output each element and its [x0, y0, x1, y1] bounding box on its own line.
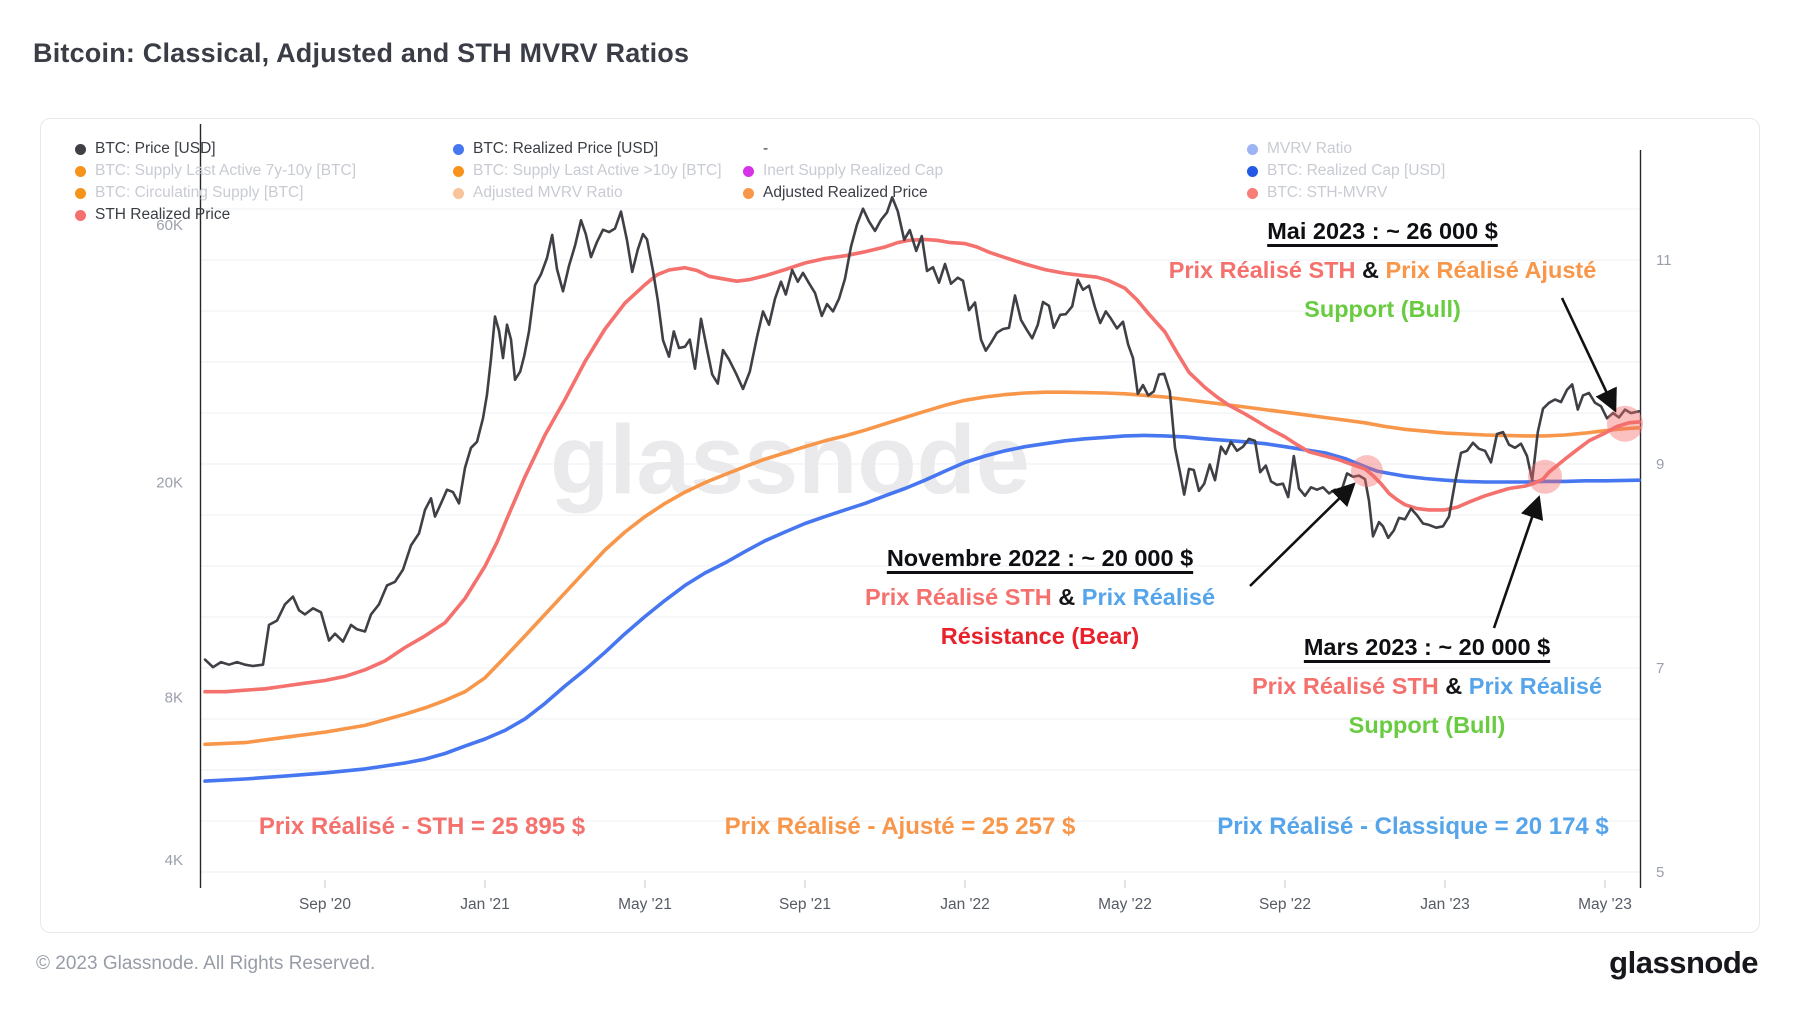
realized-price-classic-label: Prix Réalisé - Classique = 20 174 $	[1217, 813, 1609, 840]
annotation-arrow	[1560, 297, 1617, 413]
annotation-line: Prix Réalisé STH & Prix Réalisé Ajusté	[1168, 257, 1597, 283]
legend-item-btc-supply-last-active-10y-btc[interactable]: BTC: Supply Last Active >10y [BTC]	[453, 160, 722, 182]
legend-dot-icon	[75, 209, 86, 221]
legend-item-label: BTC: Supply Last Active >10y [BTC]	[473, 162, 722, 179]
highlight-circle	[1607, 405, 1643, 442]
legend-item-label: BTC: Circulating Supply [BTC]	[95, 184, 304, 201]
highlight-circle	[1351, 455, 1383, 488]
gridlines	[200, 208, 1640, 873]
legend-item-btc-price-usd[interactable]: BTC: Price [USD]	[75, 138, 356, 160]
price-axis-tick: 60K	[156, 217, 183, 234]
legend-dot-icon	[453, 143, 464, 155]
annotation-line: Résistance (Bear)	[940, 623, 1140, 649]
legend-item-label: BTC: Realized Price [USD]	[473, 140, 659, 157]
annotation-arrow	[1249, 482, 1356, 587]
realized-price-adjusted-label: Prix Réalisé - Ajusté = 25 257 $	[724, 813, 1076, 840]
ratio-axis-tick: 11	[1656, 252, 1672, 269]
watermark: glassnode	[550, 405, 1030, 514]
legend-dot-icon	[453, 165, 464, 177]
time-axis-tick: Sep '22	[1259, 896, 1311, 913]
legend-item-sth-realized-price[interactable]: STH Realized Price	[75, 204, 356, 226]
time-axis-tick: May '22	[1098, 896, 1152, 913]
annotation-arrow	[1492, 495, 1544, 629]
ratio-axis-tick: 5	[1656, 864, 1664, 881]
legend-column-1: BTC: Price [USD] BTC: Supply Last Active …	[75, 138, 356, 226]
legend-item-btc-circulating-supply-btc[interactable]: BTC: Circulating Supply [BTC]	[75, 182, 356, 204]
legend-item-label: BTC: Realized Cap [USD]	[1267, 162, 1446, 179]
annotation-title: Mai 2023 : ~ 26 000 $	[1267, 218, 1498, 244]
legend-item-label: MVRV Ratio	[1267, 140, 1352, 157]
legend-dot-icon	[1247, 143, 1258, 155]
ratio-axis-tick: 9	[1656, 456, 1664, 473]
time-axis-tick: Jan '22	[940, 896, 990, 913]
legend-dot-icon	[75, 187, 86, 199]
time-axis-tick: Sep '21	[779, 896, 831, 913]
legend-item-[interactable]: -	[743, 138, 943, 160]
series-btc-price-usd-	[203, 196, 1641, 669]
legend-item-btc-realized-cap-usd[interactable]: BTC: Realized Cap [USD]	[1247, 160, 1445, 182]
highlight-circle	[1528, 459, 1562, 494]
legend-item-btc-supply-last-active-7y-10y-btc[interactable]: BTC: Supply Last Active 7y-10y [BTC]	[75, 160, 356, 182]
annotation-title: Mars 2023 : ~ 20 000 $	[1303, 634, 1551, 660]
legend-column-3: - Inert Supply Realized Cap Adjusted Reali…	[743, 138, 943, 204]
series-btc-realized-price-usd-	[203, 433, 1641, 783]
realized-price-sth-label: Prix Réalisé - STH = 25 895 $	[258, 813, 586, 840]
legend-item-mvrv-ratio[interactable]: MVRV Ratio	[1247, 138, 1445, 160]
legend-item-btc-sth-mvrv[interactable]: BTC: STH-MVRV	[1247, 182, 1445, 204]
legend-item-label: -	[763, 140, 769, 157]
footer-copyright: © 2023 Glassnode. All Rights Reserved.	[36, 953, 376, 974]
time-axis-tick: May '21	[618, 896, 672, 913]
legend-dot-icon	[1247, 187, 1258, 199]
annotation-mars-2023: Mars 2023 : ~ 20 000 $ Prix Réalisé STH …	[1222, 628, 1632, 745]
legend-item-label: Adjusted MVRV Ratio	[473, 184, 623, 201]
legend-item-label: Inert Supply Realized Cap	[763, 162, 944, 179]
series-sth-realized-price	[203, 237, 1641, 694]
time-axis-tick: Sep '20	[299, 896, 351, 913]
legend-item-adjusted-realized-price[interactable]: Adjusted Realized Price	[743, 182, 943, 204]
price-axis-tick: 20K	[156, 475, 183, 492]
legend-item-adjusted-mvrv-ratio[interactable]: Adjusted MVRV Ratio	[453, 182, 722, 204]
price-axis-tick: 4K	[165, 852, 183, 869]
annotation-title: Novembre 2022 : ~ 20 000 $	[886, 545, 1194, 571]
legend-column-2: BTC: Realized Price [USD] BTC: Supply Las…	[453, 138, 722, 204]
time-axis-tick: Jan '21	[460, 896, 510, 913]
legend-item-inert-supply-realized-cap[interactable]: Inert Supply Realized Cap	[743, 160, 943, 182]
price-axis-tick: 8K	[165, 690, 183, 707]
annotation-line: Support (Bull)	[1348, 712, 1506, 738]
time-axis-tick: Jan '23	[1420, 896, 1470, 913]
page-title: Bitcoin: Classical, Adjusted and STH MVR…	[33, 38, 690, 68]
legend-item-btc-realized-price-usd[interactable]: BTC: Realized Price [USD]	[453, 138, 722, 160]
time-axis-tick: May '23	[1578, 896, 1632, 913]
legend-dot-icon	[453, 187, 464, 199]
glassnode-logo: glassnode	[1609, 945, 1758, 980]
legend-dot-icon	[1247, 165, 1258, 177]
annotation-novembre-2022: Novembre 2022 : ~ 20 000 $ Prix Réalisé …	[830, 539, 1250, 656]
ratio-axis-tick: 7	[1656, 660, 1664, 677]
legend-dot-icon	[743, 187, 754, 199]
legend-item-label: BTC: Supply Last Active 7y-10y [BTC]	[95, 162, 357, 179]
annotation-line: Prix Réalisé STH & Prix Réalisé	[1251, 673, 1603, 699]
annotation-line: Prix Réalisé STH & Prix Réalisé	[864, 584, 1216, 610]
legend-dot-icon	[75, 165, 86, 177]
legend-item-label: STH Realized Price	[95, 206, 231, 223]
annotation-mai-2023: Mai 2023 : ~ 26 000 $ Prix Réalisé STH &…	[1130, 212, 1635, 329]
legend-dot-icon	[75, 143, 86, 155]
series-adjusted-realized-price	[203, 390, 1641, 747]
legend-item-label: Adjusted Realized Price	[763, 184, 928, 201]
legend-column-4: MVRV Ratio BTC: Realized Cap [USD] BTC: ST…	[1247, 138, 1445, 204]
legend-dot-icon	[743, 165, 754, 177]
legend-item-label: BTC: STH-MVRV	[1267, 184, 1388, 201]
chart-card	[40, 118, 1760, 933]
annotation-line: Support (Bull)	[1304, 296, 1461, 322]
legend-item-label: BTC: Price [USD]	[95, 140, 216, 157]
